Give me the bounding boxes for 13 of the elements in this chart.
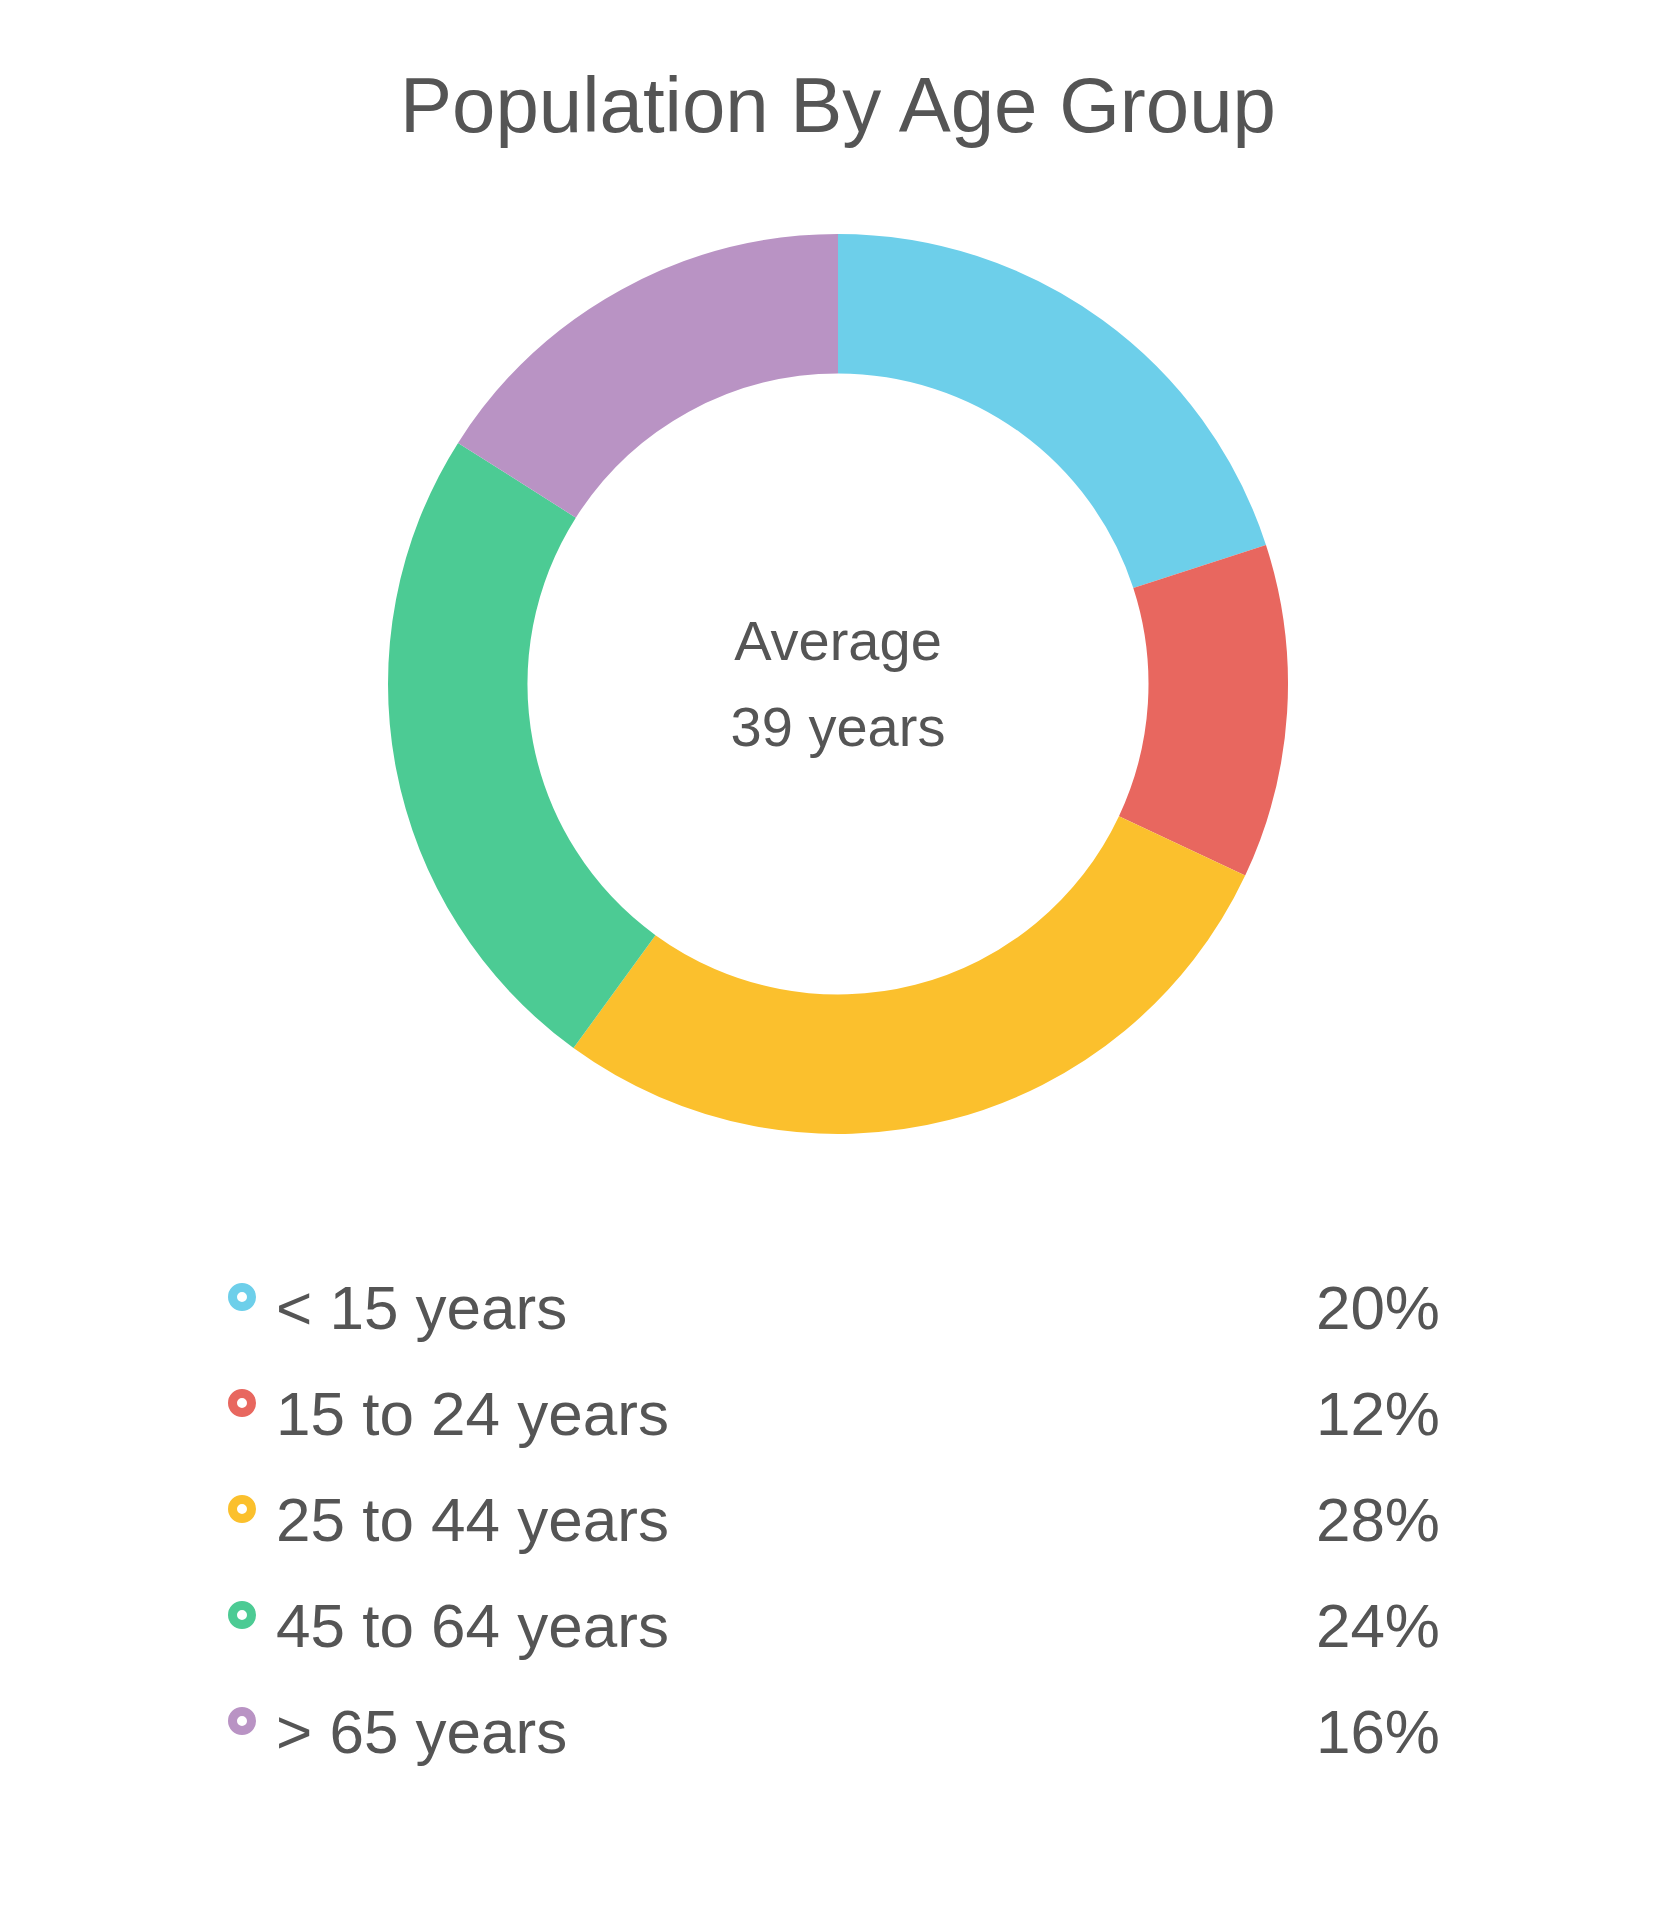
data-label: 20% xyxy=(1315,1271,1440,1343)
data-label: 28% xyxy=(1315,1483,1440,1555)
legend-label: < 15 years xyxy=(276,1271,569,1343)
legend-label: 25 to 44 years xyxy=(276,1483,670,1555)
data-label: 12% xyxy=(1315,1377,1440,1449)
legend-label: > 65 years xyxy=(276,1695,569,1767)
data-label: 16% xyxy=(1315,1695,1440,1767)
text: 39 years xyxy=(729,694,947,760)
chart-title: Population By Age Group xyxy=(399,60,1277,151)
data-label: 24% xyxy=(1315,1589,1440,1661)
legend-label: 15 to 24 years xyxy=(276,1377,670,1449)
legend-label: 45 to 64 years xyxy=(276,1589,670,1661)
text: Average xyxy=(733,608,943,674)
